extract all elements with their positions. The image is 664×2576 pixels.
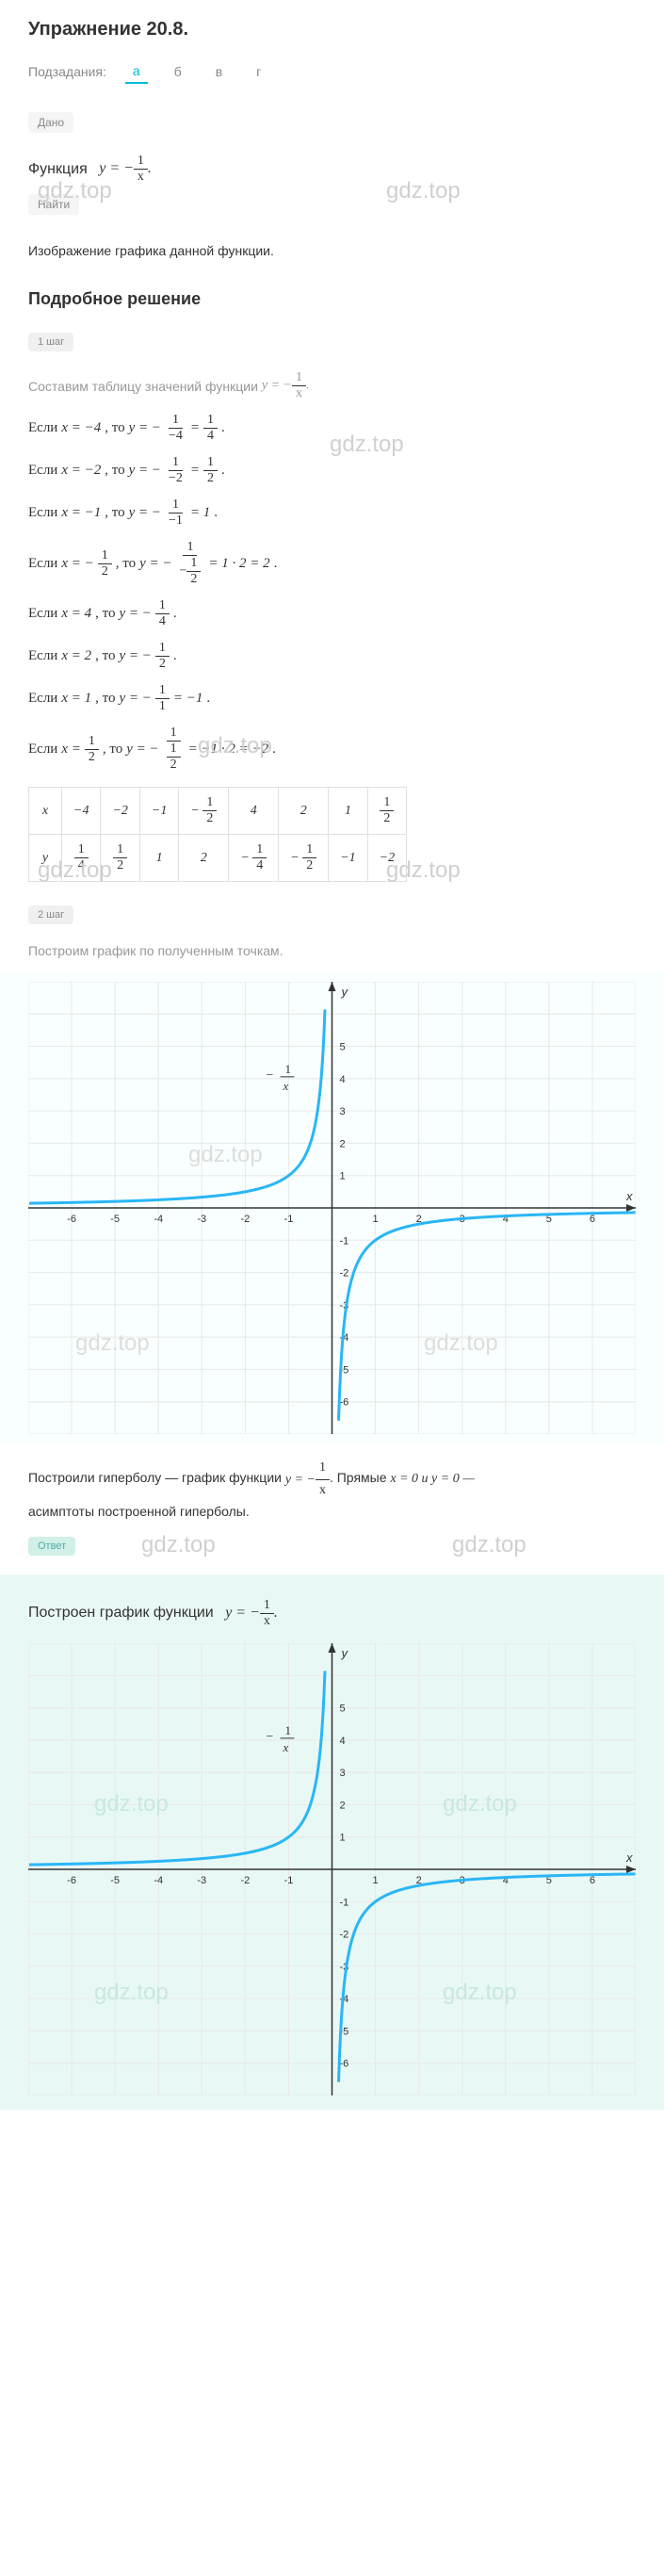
svg-text:-4: -4 xyxy=(154,1875,163,1886)
solution-title: Подробное решение xyxy=(28,289,636,309)
step2-badge: 2 шаг xyxy=(28,905,73,924)
graph1-container: -6-5-4-3-2-1123456-6-5-4-3-2-112345xy− 1… xyxy=(0,972,664,1443)
svg-text:-3: -3 xyxy=(197,1214,206,1225)
table-cell: x xyxy=(29,788,62,835)
subtasks-nav: Подзадания: а б в г xyxy=(28,59,636,84)
svg-text:-3: -3 xyxy=(197,1875,206,1886)
svg-text:-6: -6 xyxy=(67,1214,76,1225)
table-cell: −2 xyxy=(367,835,406,882)
table-cell: − 12 xyxy=(279,835,329,882)
watermark: gdz.top xyxy=(452,1532,526,1558)
svg-text:-6: -6 xyxy=(340,1397,349,1409)
table-cell: 2 xyxy=(279,788,329,835)
table-cell: 14 xyxy=(62,835,101,882)
subtasks-label: Подзадания: xyxy=(28,64,106,79)
svg-text:-2: -2 xyxy=(340,1268,349,1280)
table-cell: −4 xyxy=(62,788,101,835)
values-table-wrap: x−4−2−1− 1242112y141212− 14− 12−1−2 gdz.… xyxy=(28,787,636,882)
answer-text: Построен график функции y = −1x. xyxy=(28,1598,636,1629)
graph-svg: -6-5-4-3-2-1123456-6-5-4-3-2-112345xy− 1… xyxy=(28,1643,636,2095)
answer-box: Построен график функции y = −1x. -6 -5 -4 -… xyxy=(0,1574,664,2110)
step2-text: Построим график по полученным точкам. xyxy=(28,943,636,958)
table-cell: 2 xyxy=(179,835,229,882)
table-cell: y xyxy=(29,835,62,882)
svg-text:x: x xyxy=(283,1739,289,1753)
svg-text:y: y xyxy=(341,985,349,999)
svg-text:-1: -1 xyxy=(340,1236,349,1247)
svg-text:-1: -1 xyxy=(340,1897,349,1908)
svg-text:1: 1 xyxy=(340,1832,346,1843)
svg-text:x: x xyxy=(283,1079,289,1093)
svg-text:-6: -6 xyxy=(340,2058,349,2069)
calc-line: Если x = −12, то y = −1−12 = 1 · 2 = 2. xyxy=(28,540,636,587)
function-definition: Функция y = −1x. xyxy=(28,154,636,185)
svg-text:1: 1 xyxy=(285,1722,292,1736)
svg-text:y: y xyxy=(341,1646,349,1660)
calc-line: Если x = 12, то y = −112 = −1 · 2 = −2. xyxy=(28,726,636,773)
svg-text:4: 4 xyxy=(340,1074,346,1085)
dano-badge: Дано xyxy=(28,112,73,133)
calc-line: Если x = −1, то y = −1−1 = 1. xyxy=(28,497,636,529)
svg-text:3: 3 xyxy=(340,1768,346,1779)
svg-text:-2: -2 xyxy=(240,1875,250,1886)
svg-text:2: 2 xyxy=(340,1800,346,1811)
svg-text:1: 1 xyxy=(373,1875,379,1886)
svg-text:-5: -5 xyxy=(110,1875,120,1886)
svg-text:1: 1 xyxy=(285,1062,292,1076)
tab-g[interactable]: г xyxy=(249,60,268,83)
calc-line: Если x = −4, то y = −1−4 = 14. xyxy=(28,413,636,444)
svg-text:5: 5 xyxy=(340,1042,346,1053)
svg-text:6: 6 xyxy=(590,1214,595,1225)
conclusion-text: Построили гиперболу — график функции y =… xyxy=(28,1458,636,1522)
table-cell: 1 xyxy=(329,788,367,835)
values-table: x−4−2−1− 1242112y141212− 14− 12−1−2 xyxy=(28,787,407,882)
svg-text:4: 4 xyxy=(340,1735,346,1746)
calc-line: Если x = 2, то y = −12. xyxy=(28,641,636,672)
table-cell: −2 xyxy=(101,788,139,835)
naiti-badge: Найти xyxy=(28,194,79,215)
svg-text:-1: -1 xyxy=(284,1875,294,1886)
table-cell: −1 xyxy=(329,835,367,882)
svg-text:5: 5 xyxy=(340,1703,346,1714)
tab-v[interactable]: в xyxy=(208,60,230,83)
svg-text:1: 1 xyxy=(340,1171,346,1182)
tab-a[interactable]: а xyxy=(125,59,148,84)
step1-text: Составим таблицу значений функции y = −1… xyxy=(28,370,636,401)
calc-line: Если x = −2, то y = −1−2 = 12. xyxy=(28,455,636,486)
watermark: gdz.top xyxy=(141,1532,216,1558)
svg-text:-2: -2 xyxy=(340,1929,349,1940)
svg-text:−: − xyxy=(267,1729,274,1743)
calc-line: Если x = 1, то y = −11 = −1. xyxy=(28,683,636,714)
naiti-text: Изображение графика данной функции. xyxy=(28,240,636,261)
svg-text:-6: -6 xyxy=(67,1875,76,1886)
table-cell: −1 xyxy=(139,788,178,835)
calc-line: Если x = 4, то y = −14. xyxy=(28,598,636,629)
svg-text:1: 1 xyxy=(373,1214,379,1225)
graph-svg: -6-5-4-3-2-1123456-6-5-4-3-2-112345xy− 1… xyxy=(28,982,636,1434)
exercise-title: Упражнение 20.8. xyxy=(28,19,636,41)
answer-badge: Ответ xyxy=(28,1537,75,1556)
svg-text:-2: -2 xyxy=(240,1214,250,1225)
svg-text:x: x xyxy=(625,1850,633,1865)
step1-badge: 1 шаг xyxy=(28,333,73,351)
svg-text:x: x xyxy=(625,1189,633,1203)
table-cell: − 12 xyxy=(179,788,229,835)
table-cell: 4 xyxy=(229,788,279,835)
calculations-list: gdz.top gdz.top Если x = −4, то y = −1−4… xyxy=(28,413,636,773)
svg-text:6: 6 xyxy=(590,1875,595,1886)
svg-text:-5: -5 xyxy=(110,1214,120,1225)
table-cell: 12 xyxy=(101,835,139,882)
svg-text:−: − xyxy=(267,1068,274,1083)
svg-text:-4: -4 xyxy=(154,1214,163,1225)
table-cell: 1 xyxy=(139,835,178,882)
svg-text:2: 2 xyxy=(340,1139,346,1150)
tab-b[interactable]: б xyxy=(167,60,189,83)
table-cell: 12 xyxy=(367,788,406,835)
table-cell: − 14 xyxy=(229,835,279,882)
svg-text:3: 3 xyxy=(340,1107,346,1118)
svg-text:-1: -1 xyxy=(284,1214,294,1225)
